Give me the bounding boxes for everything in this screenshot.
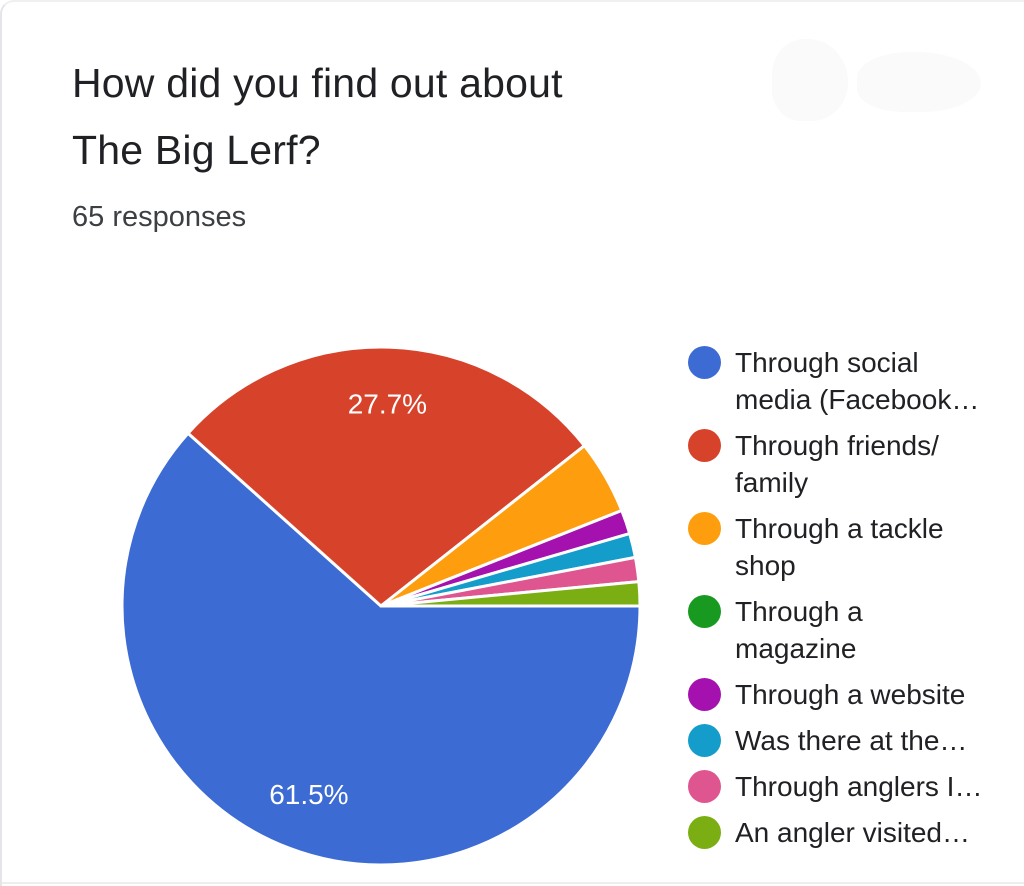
bottom-divider bbox=[2, 882, 1024, 884]
legend-item-5: Was there at the… bbox=[688, 722, 1018, 759]
legend-color-dot bbox=[688, 770, 721, 803]
question-title-line2: The Big Lerf? bbox=[72, 127, 321, 173]
legend-label: Through a magazine bbox=[735, 596, 863, 664]
pie-slice-percent-label: 27.7% bbox=[348, 389, 427, 420]
legend-label: Through social media (Facebook… bbox=[735, 347, 980, 415]
legend-label: An angler visited… bbox=[735, 817, 971, 848]
legend-item-2: Through a tackle shop bbox=[688, 510, 1018, 584]
chart-legend: Through social media (Facebook… Through fr… bbox=[688, 344, 1018, 851]
legend-item-0: Through social media (Facebook… bbox=[688, 344, 1018, 418]
question-title-line1: How did you find out about bbox=[72, 60, 563, 106]
response-count: 65 responses bbox=[72, 201, 247, 233]
legend-label: Was there at the… bbox=[735, 725, 968, 756]
legend-item-7: An angler visited… bbox=[688, 814, 1018, 851]
legend-color-dot bbox=[688, 816, 721, 849]
legend-color-dot bbox=[688, 512, 721, 545]
blurred-artifact bbox=[857, 52, 981, 112]
pie-chart[interactable]: 61.5% 27.7% bbox=[111, 336, 651, 876]
legend-color-dot bbox=[688, 346, 721, 379]
legend-label: Through a tackle shop bbox=[735, 513, 944, 581]
legend-label: Through anglers I… bbox=[735, 771, 983, 802]
legend-color-dot bbox=[688, 724, 721, 757]
legend-color-dot bbox=[688, 429, 721, 462]
legend-item-4: Through a website bbox=[688, 676, 1018, 713]
question-title: How did you find out about The Big Lerf? bbox=[72, 50, 563, 184]
legend-color-dot bbox=[688, 678, 721, 711]
blurred-artifact bbox=[772, 39, 848, 121]
legend-label: Through a website bbox=[735, 679, 966, 710]
legend-label: Through friends/family bbox=[735, 430, 939, 498]
legend-item-3: Through a magazine bbox=[688, 593, 1018, 667]
pie-slice-7[interactable] bbox=[379, 580, 642, 608]
legend-item-6: Through anglers I… bbox=[688, 768, 1018, 805]
legend-color-dot bbox=[688, 595, 721, 628]
pie-slice-0[interactable] bbox=[120, 431, 642, 867]
pie-slice-1[interactable] bbox=[186, 345, 586, 608]
pie-slice-percent-label: 61.5% bbox=[269, 779, 348, 810]
legend-item-1: Through friends/family bbox=[688, 427, 1018, 501]
